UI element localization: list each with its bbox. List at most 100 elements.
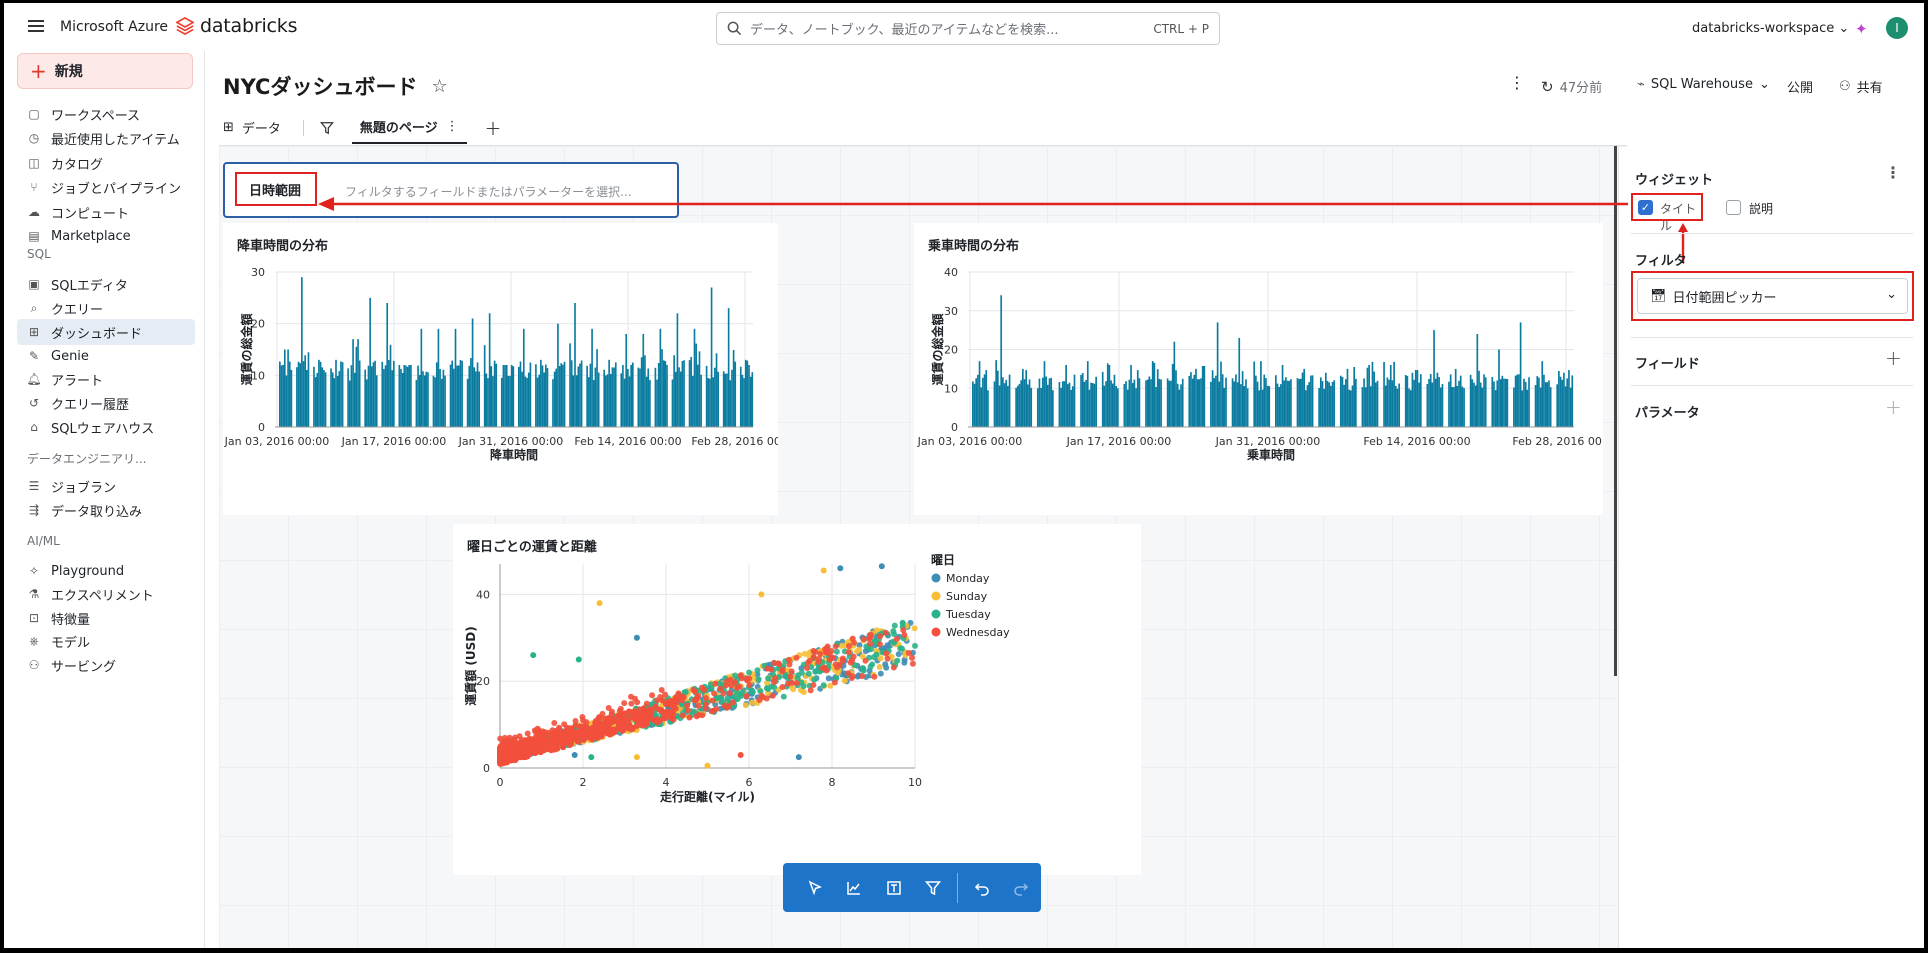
folder-icon: ▢ bbox=[28, 107, 40, 121]
redo-icon[interactable] bbox=[1001, 868, 1041, 908]
scatter-point bbox=[662, 700, 669, 707]
title-checkbox-row[interactable]: ✓ タイトル bbox=[1631, 193, 1703, 233]
sidebar-item-alerts[interactable]: 🔔︎ アラート bbox=[17, 366, 195, 392]
chart-card-dropoff[interactable]: 降車時間の分布 0 10 20 30 Jan 03, 2016 00:00 Jan 17,… bbox=[223, 223, 778, 515]
description-checkbox[interactable] bbox=[1726, 200, 1741, 215]
bar bbox=[1280, 384, 1282, 427]
canvas-scrollbar[interactable] bbox=[1614, 146, 1617, 676]
bar bbox=[608, 359, 610, 427]
bar bbox=[1007, 385, 1009, 427]
add-parameter-icon[interactable]: + bbox=[1885, 395, 1902, 419]
add-text-icon[interactable] bbox=[874, 868, 914, 908]
share-button[interactable]: ⚇ 共有 bbox=[1839, 77, 1883, 96]
sidebar-item-data-ingestion[interactable]: ⇶ データ取り込み bbox=[17, 497, 195, 523]
scatter-point bbox=[873, 651, 880, 658]
scatter-point bbox=[795, 672, 802, 679]
bar bbox=[666, 364, 668, 427]
x-tick-label: Jan 17, 2016 00:00 bbox=[1066, 435, 1172, 448]
tab-untitled-page[interactable]: 無題のページ ⋮ bbox=[351, 111, 467, 144]
scatter-point bbox=[695, 712, 702, 718]
bar bbox=[597, 372, 600, 427]
bar bbox=[1030, 387, 1033, 427]
catalog-icon: ◫ bbox=[28, 156, 40, 170]
bar bbox=[1431, 382, 1434, 427]
sidebar-item-genie[interactable]: ✎ Genie bbox=[17, 343, 195, 369]
sidebar-item-workspace[interactable]: ▢ ワークスペース bbox=[17, 101, 195, 127]
add-filter-icon[interactable] bbox=[914, 868, 954, 908]
undo-icon[interactable] bbox=[962, 868, 1002, 908]
new-button[interactable]: + 新規 bbox=[17, 53, 193, 89]
bar bbox=[1383, 361, 1385, 427]
search-input[interactable]: データ、ノートブック、最近のアイテムなどを検索... CTRL + P bbox=[716, 12, 1220, 45]
bar bbox=[560, 363, 563, 427]
bar bbox=[1233, 381, 1236, 427]
warehouse-selector[interactable]: ⌁ SQL Warehouse ⌄ bbox=[1637, 77, 1770, 92]
bar bbox=[1363, 378, 1365, 427]
sidebar-item-serving[interactable]: ⚇ サービング bbox=[17, 652, 195, 678]
sidebar-item-job-runs[interactable]: ☰ ジョブラン bbox=[17, 473, 195, 499]
chart-card-scatter[interactable]: 曜日ごとの運賃と距離 0 20 40 0 2 4 6 8 10 走行距離(マイル) 運賃額 (USD… bbox=[453, 524, 1141, 875]
bar bbox=[1176, 383, 1179, 427]
sidebar-item-recents[interactable]: ◷ 最近使用したアイテム bbox=[17, 125, 195, 151]
sidebar-item-experiments[interactable]: ⚗ エクスペリメント bbox=[17, 581, 195, 607]
databricks-logo[interactable]: databricks bbox=[176, 15, 297, 37]
panel-more-icon[interactable]: ⋮ bbox=[1885, 163, 1901, 182]
scatter-point bbox=[871, 673, 878, 680]
more-options-icon[interactable]: ⋮ bbox=[1509, 73, 1525, 92]
scatter-point bbox=[859, 673, 865, 680]
bar bbox=[743, 378, 745, 427]
workspace-switcher[interactable]: databricks-workspace ⌄ bbox=[1692, 21, 1849, 36]
scatter-point bbox=[542, 732, 549, 739]
sidebar-item-dashboards[interactable]: ⊞ ダッシュボード bbox=[17, 319, 195, 345]
scatter-point bbox=[779, 684, 786, 690]
sidebar-item-catalog[interactable]: ◫ カタログ bbox=[17, 150, 195, 176]
scatter-point bbox=[708, 685, 715, 692]
chart-card-pickup[interactable]: 乗車時間の分布 0 10 20 30 40 Jan 03, 2016 00:00 Jan 1… bbox=[914, 223, 1603, 515]
filter-tab-icon[interactable] bbox=[319, 111, 334, 144]
assistant-sparkle-icon[interactable]: ✦ bbox=[1855, 20, 1868, 38]
bar bbox=[1496, 380, 1499, 427]
scatter-point bbox=[605, 705, 612, 711]
add-field-icon[interactable]: + bbox=[1885, 346, 1902, 370]
tab-data[interactable]: ⊞ データ bbox=[223, 111, 281, 144]
scatter-point bbox=[686, 714, 693, 721]
bar bbox=[1188, 375, 1191, 427]
filter-widget[interactable]: 日時範囲 フィルタするフィールドまたはパラメーターを選択... bbox=[223, 162, 679, 218]
sidebar-item-features[interactable]: ⊡ 特徴量 bbox=[17, 605, 195, 631]
bar bbox=[1105, 381, 1107, 427]
bar bbox=[987, 390, 989, 427]
sidebar-item-playground[interactable]: ✧ Playground bbox=[17, 558, 195, 584]
bar bbox=[683, 360, 685, 427]
bar bbox=[487, 378, 489, 427]
add-page-icon[interactable]: + bbox=[484, 115, 502, 140]
bar bbox=[388, 359, 390, 427]
bar bbox=[1070, 389, 1072, 427]
sidebar-item-queries[interactable]: ⌕ クエリー bbox=[17, 295, 195, 321]
scatter-point bbox=[652, 703, 659, 710]
calendar-icon: 📅︎ bbox=[1650, 288, 1667, 304]
select-cursor-icon[interactable] bbox=[795, 868, 835, 908]
kebab-icon[interactable]: ⋮ bbox=[445, 119, 459, 134]
publish-button[interactable]: 公開 bbox=[1787, 81, 1814, 96]
bar bbox=[1548, 380, 1550, 427]
sidebar-item-models[interactable]: ⎈ モデル bbox=[17, 628, 195, 654]
sidebar-item-marketplace[interactable]: ▤ Marketplace bbox=[17, 223, 195, 249]
scatter-point bbox=[856, 642, 863, 649]
bar bbox=[483, 345, 486, 427]
sidebar-item-compute[interactable]: ☁ コンピュート bbox=[17, 199, 195, 225]
sidebar-item-sql-editor[interactable]: ▣ SQLエディタ bbox=[17, 271, 195, 297]
star-icon[interactable]: ☆ bbox=[431, 75, 448, 97]
sidebar-item-sql-warehouses[interactable]: ⌂ SQLウェアハウス bbox=[17, 414, 195, 440]
filter-type-select[interactable]: 📅︎ 日付範囲ピッカー ⌄ bbox=[1637, 278, 1908, 314]
add-chart-icon[interactable] bbox=[835, 868, 875, 908]
refresh-button[interactable]: ↻ 47分前 bbox=[1541, 77, 1602, 97]
tab-label: データ bbox=[241, 122, 281, 137]
menu-icon[interactable] bbox=[28, 20, 44, 33]
scatter-point bbox=[877, 655, 884, 662]
sidebar-item-jobs[interactable]: ⑂ ジョブとパイプライン bbox=[17, 174, 195, 200]
sidebar-item-query-history[interactable]: ↺ クエリー履歴 bbox=[17, 390, 195, 416]
scatter-point bbox=[726, 690, 733, 697]
scatter-point bbox=[805, 670, 812, 677]
avatar[interactable]: I bbox=[1886, 17, 1908, 39]
checkbox-checked-icon[interactable]: ✓ bbox=[1638, 200, 1653, 215]
